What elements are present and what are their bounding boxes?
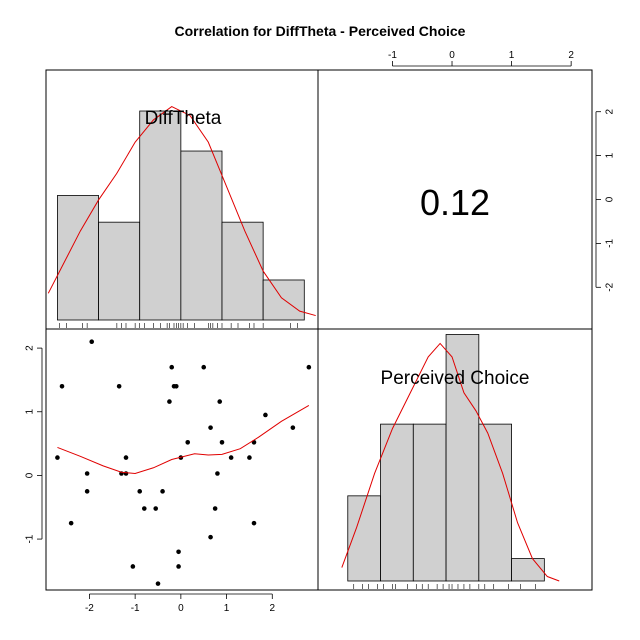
bottom-axis-tick-label: -1	[131, 603, 140, 614]
left-axis-tick-label: 2	[25, 345, 36, 351]
scatter-point	[55, 455, 60, 460]
right-axis: -2 -1 0 1 2	[595, 108, 616, 292]
perceived-choice-histogram-panel	[317, 328, 593, 591]
scatter-point	[130, 564, 136, 569]
correlation-value: 0.12	[420, 182, 490, 223]
scatter-point	[251, 520, 257, 526]
right-axis-tick-label: -1	[605, 239, 616, 248]
bottom-axis-tick-label: -2	[85, 603, 94, 614]
scatter-point	[137, 489, 143, 494]
scatter-point	[59, 383, 65, 389]
scatter-point	[306, 364, 312, 370]
panel-frame	[317, 328, 593, 591]
diff-theta-bar	[180, 150, 223, 321]
bottom-axis-tick-label: 0	[178, 603, 184, 614]
scatter-point	[141, 506, 147, 511]
diff-theta-histogram-panel	[45, 69, 319, 330]
scatter-point	[167, 399, 172, 404]
scatter-point	[116, 383, 122, 389]
diff-theta-density-curve	[47, 105, 316, 317]
scatter-point	[68, 520, 74, 526]
left-axis-tick-label: 0	[25, 472, 36, 478]
right-axis-tick-label: 2	[605, 108, 616, 114]
scatter-point	[89, 339, 95, 345]
top-axis-tick-label: -1	[388, 50, 397, 61]
perceived-choice-bar	[445, 334, 480, 582]
bottom-axis: -2 -1 0 1 2	[85, 593, 276, 614]
top-axis-tick-label: 0	[449, 50, 455, 61]
scatter-point	[185, 440, 191, 445]
scatter-point	[176, 564, 181, 569]
diff-theta-label: DiffTheta	[145, 108, 222, 129]
diff-theta-bar	[221, 221, 264, 321]
scatter-point	[228, 455, 234, 460]
perceived-choice-label: Perceived Choice	[381, 368, 530, 389]
top-axis-tick-label: 2	[568, 50, 574, 61]
left-axis-tick-label: -1	[25, 534, 36, 543]
scatter-point	[173, 383, 179, 389]
scatter-point	[155, 581, 161, 586]
scatter-point	[263, 412, 268, 418]
scatter-point	[84, 471, 90, 476]
perceived-choice-bar	[511, 558, 545, 582]
right-axis-tick-label: -2	[605, 282, 616, 291]
diff-theta-bar	[57, 195, 99, 321]
scatter-point	[123, 455, 129, 460]
scatter-point	[123, 471, 129, 476]
scatter-point	[219, 440, 225, 445]
scatter-point	[169, 364, 175, 370]
bottom-axis-tick-label: 2	[270, 603, 276, 614]
scatter-point	[247, 455, 252, 460]
scatter-panel	[45, 328, 319, 591]
perceived-choice-bar	[478, 423, 512, 582]
bottom-axis-tick-label: 1	[224, 603, 230, 614]
smoother-line	[57, 404, 310, 475]
scatter-point	[208, 425, 213, 430]
perceived-choice-bar	[380, 423, 414, 582]
top-axis-tick-label: 1	[509, 50, 515, 61]
scatter-point	[215, 471, 220, 476]
scatter-point	[153, 506, 159, 511]
perceived-choice-bar	[347, 495, 381, 582]
diff-theta-bar	[98, 221, 141, 321]
right-axis-tick-label: 0	[605, 196, 616, 202]
chart-title: Correlation for DiffTheta - Perceived Ch…	[175, 23, 466, 39]
scatter-point	[290, 425, 296, 430]
diff-theta-bar	[139, 110, 182, 321]
perceived-choice-density-curve	[341, 342, 560, 582]
left-axis: -1 0 1 2	[25, 345, 43, 544]
scatter-point	[217, 399, 223, 404]
perceived-choice-bar	[412, 423, 447, 582]
scatter-point	[176, 549, 181, 555]
scatter-point	[84, 489, 90, 494]
scatter-point	[212, 506, 218, 511]
right-axis-tick-label: 1	[605, 152, 616, 158]
top-axis: -1 0 1 2	[388, 50, 574, 67]
scatter-point	[160, 489, 165, 494]
left-axis-tick-label: 1	[25, 409, 36, 415]
scatter-point	[208, 534, 213, 540]
scatter-point	[201, 364, 207, 370]
